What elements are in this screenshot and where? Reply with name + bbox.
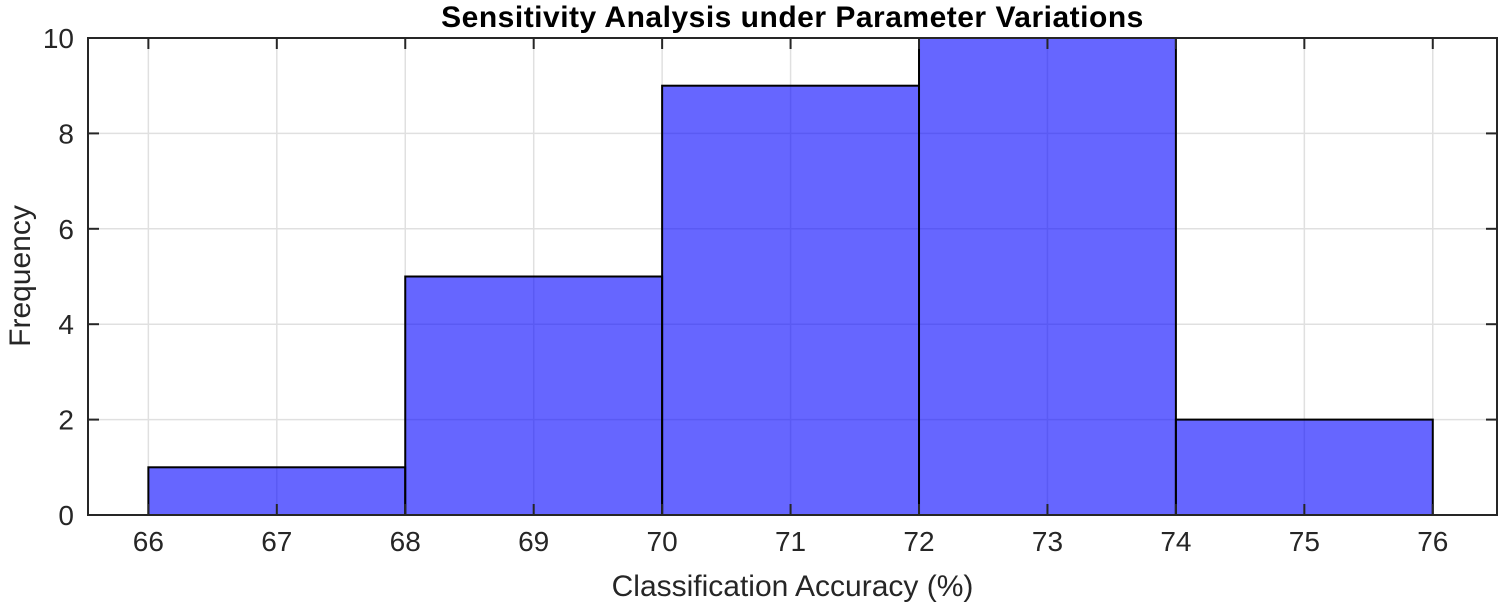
x-tick-label: 70 [647,526,678,557]
x-tick-label: 72 [903,526,934,557]
x-tick-label: 67 [261,526,292,557]
x-tick-label: 69 [518,526,549,557]
y-tick-label: 6 [58,214,74,245]
x-tick-label: 76 [1417,526,1448,557]
x-tick-label: 74 [1160,526,1191,557]
x-tick-label: 66 [133,526,164,557]
y-tick-label: 0 [58,500,74,531]
histogram-bar [404,275,664,516]
chart-title: Sensitivity Analysis under Parameter Var… [441,1,1144,34]
histogram-bar [918,37,1177,516]
x-tick-label: 71 [775,526,806,557]
x-tick-label: 73 [1032,526,1063,557]
histogram-bar [661,84,921,516]
y-tick-label: 8 [58,118,74,149]
y-tick-label: 2 [58,405,74,436]
histogram-bar [1174,418,1434,517]
x-tick-label: 75 [1289,526,1320,557]
y-tick-label: 10 [43,23,74,54]
y-axis-label: Frequency [4,205,37,347]
y-tick-label: 4 [58,309,74,340]
x-axis-label: Classification Accuracy (%) [611,570,974,603]
axes-box [87,37,1498,516]
x-tick-label: 68 [390,526,421,557]
